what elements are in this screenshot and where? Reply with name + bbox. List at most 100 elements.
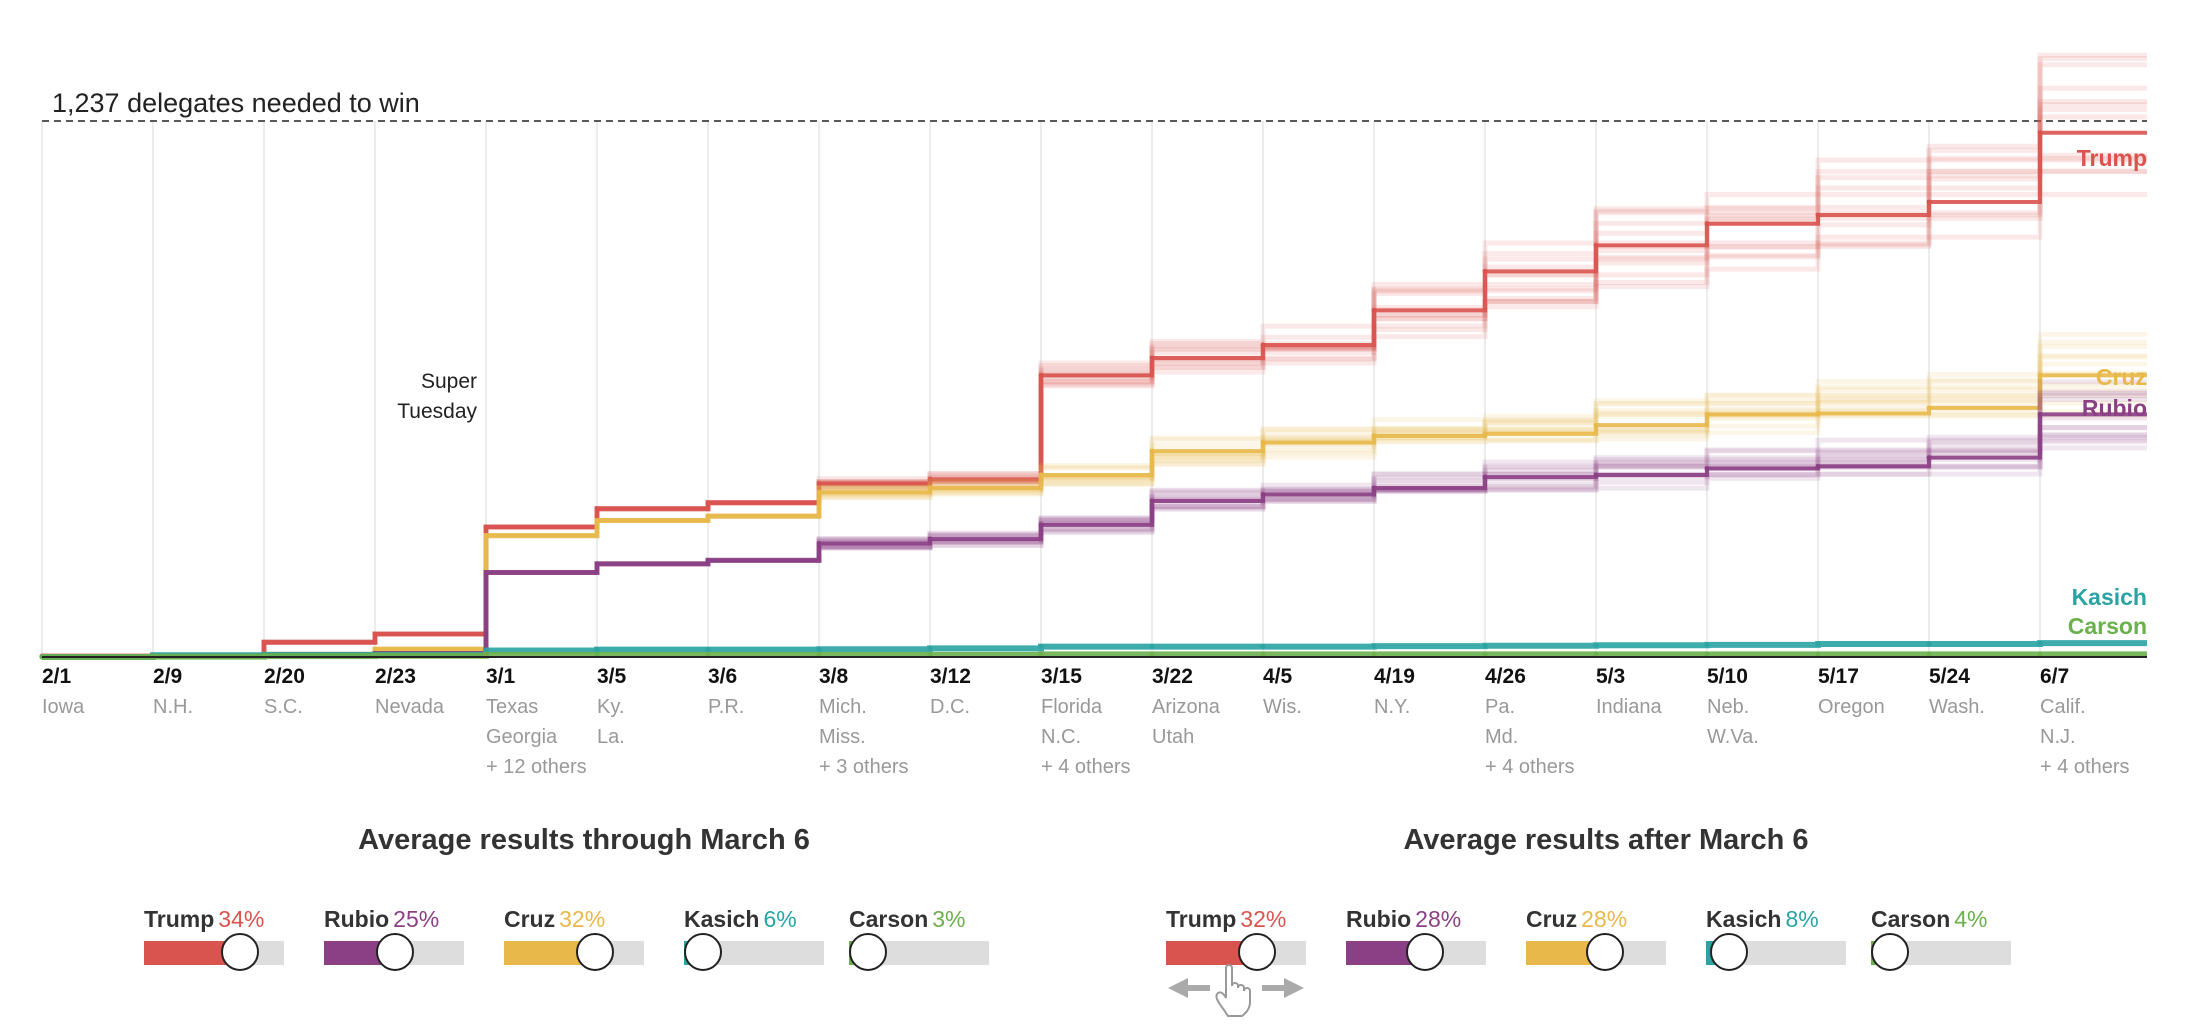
candidate-name: Rubio <box>324 906 390 932</box>
tick-label: 5/10 <box>1707 665 1748 688</box>
state-label: Oregon <box>1818 696 1885 718</box>
data-point <box>1704 221 1710 227</box>
data-point <box>1815 651 1821 657</box>
tick-label: 6/7 <box>2040 665 2069 688</box>
state-label: Iowa <box>42 696 85 718</box>
slider-kasich[interactable]: Kasich 6% <box>684 906 834 971</box>
slider-track[interactable] <box>144 933 284 971</box>
slider-label: Kasich 6% <box>684 906 834 933</box>
slider-knob[interactable] <box>849 933 887 971</box>
slider-trump[interactable]: Trump 32% <box>1166 906 1316 971</box>
series-end-label: Cruz <box>2096 364 2147 390</box>
data-point <box>1926 651 1932 657</box>
slider-track[interactable] <box>504 933 644 971</box>
state-label: Georgia <box>486 726 558 748</box>
data-point <box>594 561 600 567</box>
tick-label: 4/19 <box>1374 665 1415 688</box>
panel-title: Average results through March 6 <box>358 824 810 856</box>
tick-label: 5/17 <box>1818 665 1859 688</box>
data-point <box>1371 433 1377 439</box>
tick-label: 3/15 <box>1041 665 1082 688</box>
data-point <box>1371 485 1377 491</box>
slider-rubio[interactable]: Rubio 28% <box>1346 906 1496 971</box>
data-point <box>1482 431 1488 437</box>
tick-label: 3/22 <box>1152 665 1193 688</box>
slider-knob[interactable] <box>1406 933 1445 971</box>
data-point <box>594 518 600 524</box>
state-label: + 4 others <box>1485 756 1575 778</box>
slider-cruz[interactable]: Cruz 32% <box>504 906 654 971</box>
tick-label: 3/8 <box>819 665 849 688</box>
slider-track[interactable] <box>1871 933 2011 971</box>
data-point <box>1149 498 1155 504</box>
data-point <box>1926 199 1932 205</box>
slider-knob[interactable] <box>1586 933 1625 971</box>
annotation-label: Super <box>421 370 477 393</box>
slider-label: Carson 4% <box>1871 906 2021 933</box>
panel-title: Average results after March 6 <box>1403 824 1809 856</box>
state-label: + 4 others <box>1041 756 1131 778</box>
slider-track[interactable] <box>684 933 824 971</box>
slider-cruz[interactable]: Cruz 28% <box>1526 906 1676 971</box>
data-point <box>1704 466 1710 472</box>
candidate-name: Trump <box>144 906 215 932</box>
slider-carson[interactable]: Carson 3% <box>849 906 999 971</box>
data-point <box>1260 342 1266 348</box>
state-label: Nevada <box>375 696 445 718</box>
slider-knob[interactable] <box>1871 933 1909 971</box>
slider-knob[interactable] <box>1237 933 1276 971</box>
slider-knob[interactable] <box>684 933 722 971</box>
data-point <box>1704 651 1710 657</box>
state-label: D.C. <box>930 696 970 718</box>
data-point <box>483 533 489 539</box>
slider-carson[interactable]: Carson 4% <box>1871 906 2021 971</box>
data-point <box>927 536 933 542</box>
tick-label: 2/23 <box>375 665 416 688</box>
data-point <box>1038 522 1044 528</box>
slider-group: Trump 32% Rubio 28% Cruz 28% Kasich 8% Carson 4% <box>1166 860 2046 980</box>
state-label: Arizona <box>1152 696 1221 718</box>
data-point <box>372 631 378 637</box>
candidate-name: Kasich <box>1706 906 1782 932</box>
slider-track[interactable] <box>1166 933 1306 971</box>
tick-label: 3/1 <box>486 665 516 688</box>
data-point <box>372 646 378 652</box>
data-point <box>2037 640 2043 646</box>
slider-track[interactable] <box>1706 933 1846 971</box>
slider-track[interactable] <box>849 933 989 971</box>
data-point <box>1593 242 1599 248</box>
candidate-percent: 32% <box>1240 906 1287 932</box>
data-point <box>594 506 600 512</box>
series-projection-line <box>42 62 2147 659</box>
series-end-label: Kasich <box>2072 584 2147 610</box>
state-label: Ky. <box>597 696 624 718</box>
data-point <box>2037 372 2043 378</box>
slider-track[interactable] <box>1526 933 1666 971</box>
slider-track[interactable] <box>1346 933 1486 971</box>
data-point <box>1149 651 1155 657</box>
data-point <box>1260 651 1266 657</box>
slider-track[interactable] <box>324 933 464 971</box>
slider-knob[interactable] <box>1710 933 1749 971</box>
slider-rubio[interactable]: Rubio 25% <box>324 906 474 971</box>
data-point <box>1704 642 1710 648</box>
slider-kasich[interactable]: Kasich 8% <box>1706 906 1856 971</box>
candidate-percent: 28% <box>1415 906 1462 932</box>
slider-knob[interactable] <box>221 933 260 971</box>
slider-label: Rubio 25% <box>324 906 474 933</box>
series-end-label: Trump <box>2077 145 2147 171</box>
data-point <box>1926 641 1932 647</box>
data-point <box>1593 651 1599 657</box>
data-point <box>261 639 267 645</box>
slider-knob[interactable] <box>376 933 414 971</box>
slider-knob[interactable] <box>575 933 614 971</box>
slider-label: Carson 3% <box>849 906 999 933</box>
slider-trump[interactable]: Trump 34% <box>144 906 294 971</box>
candidate-percent: 34% <box>218 906 265 932</box>
delegate-race-chart: 1,237 delegates needed to win Super Tuesda… <box>39 52 2147 778</box>
state-label: Wis. <box>1263 696 1302 718</box>
data-point <box>816 489 822 495</box>
data-point <box>1815 212 1821 218</box>
state-label: Neb. <box>1707 696 1749 718</box>
state-label: Utah <box>1152 726 1194 748</box>
